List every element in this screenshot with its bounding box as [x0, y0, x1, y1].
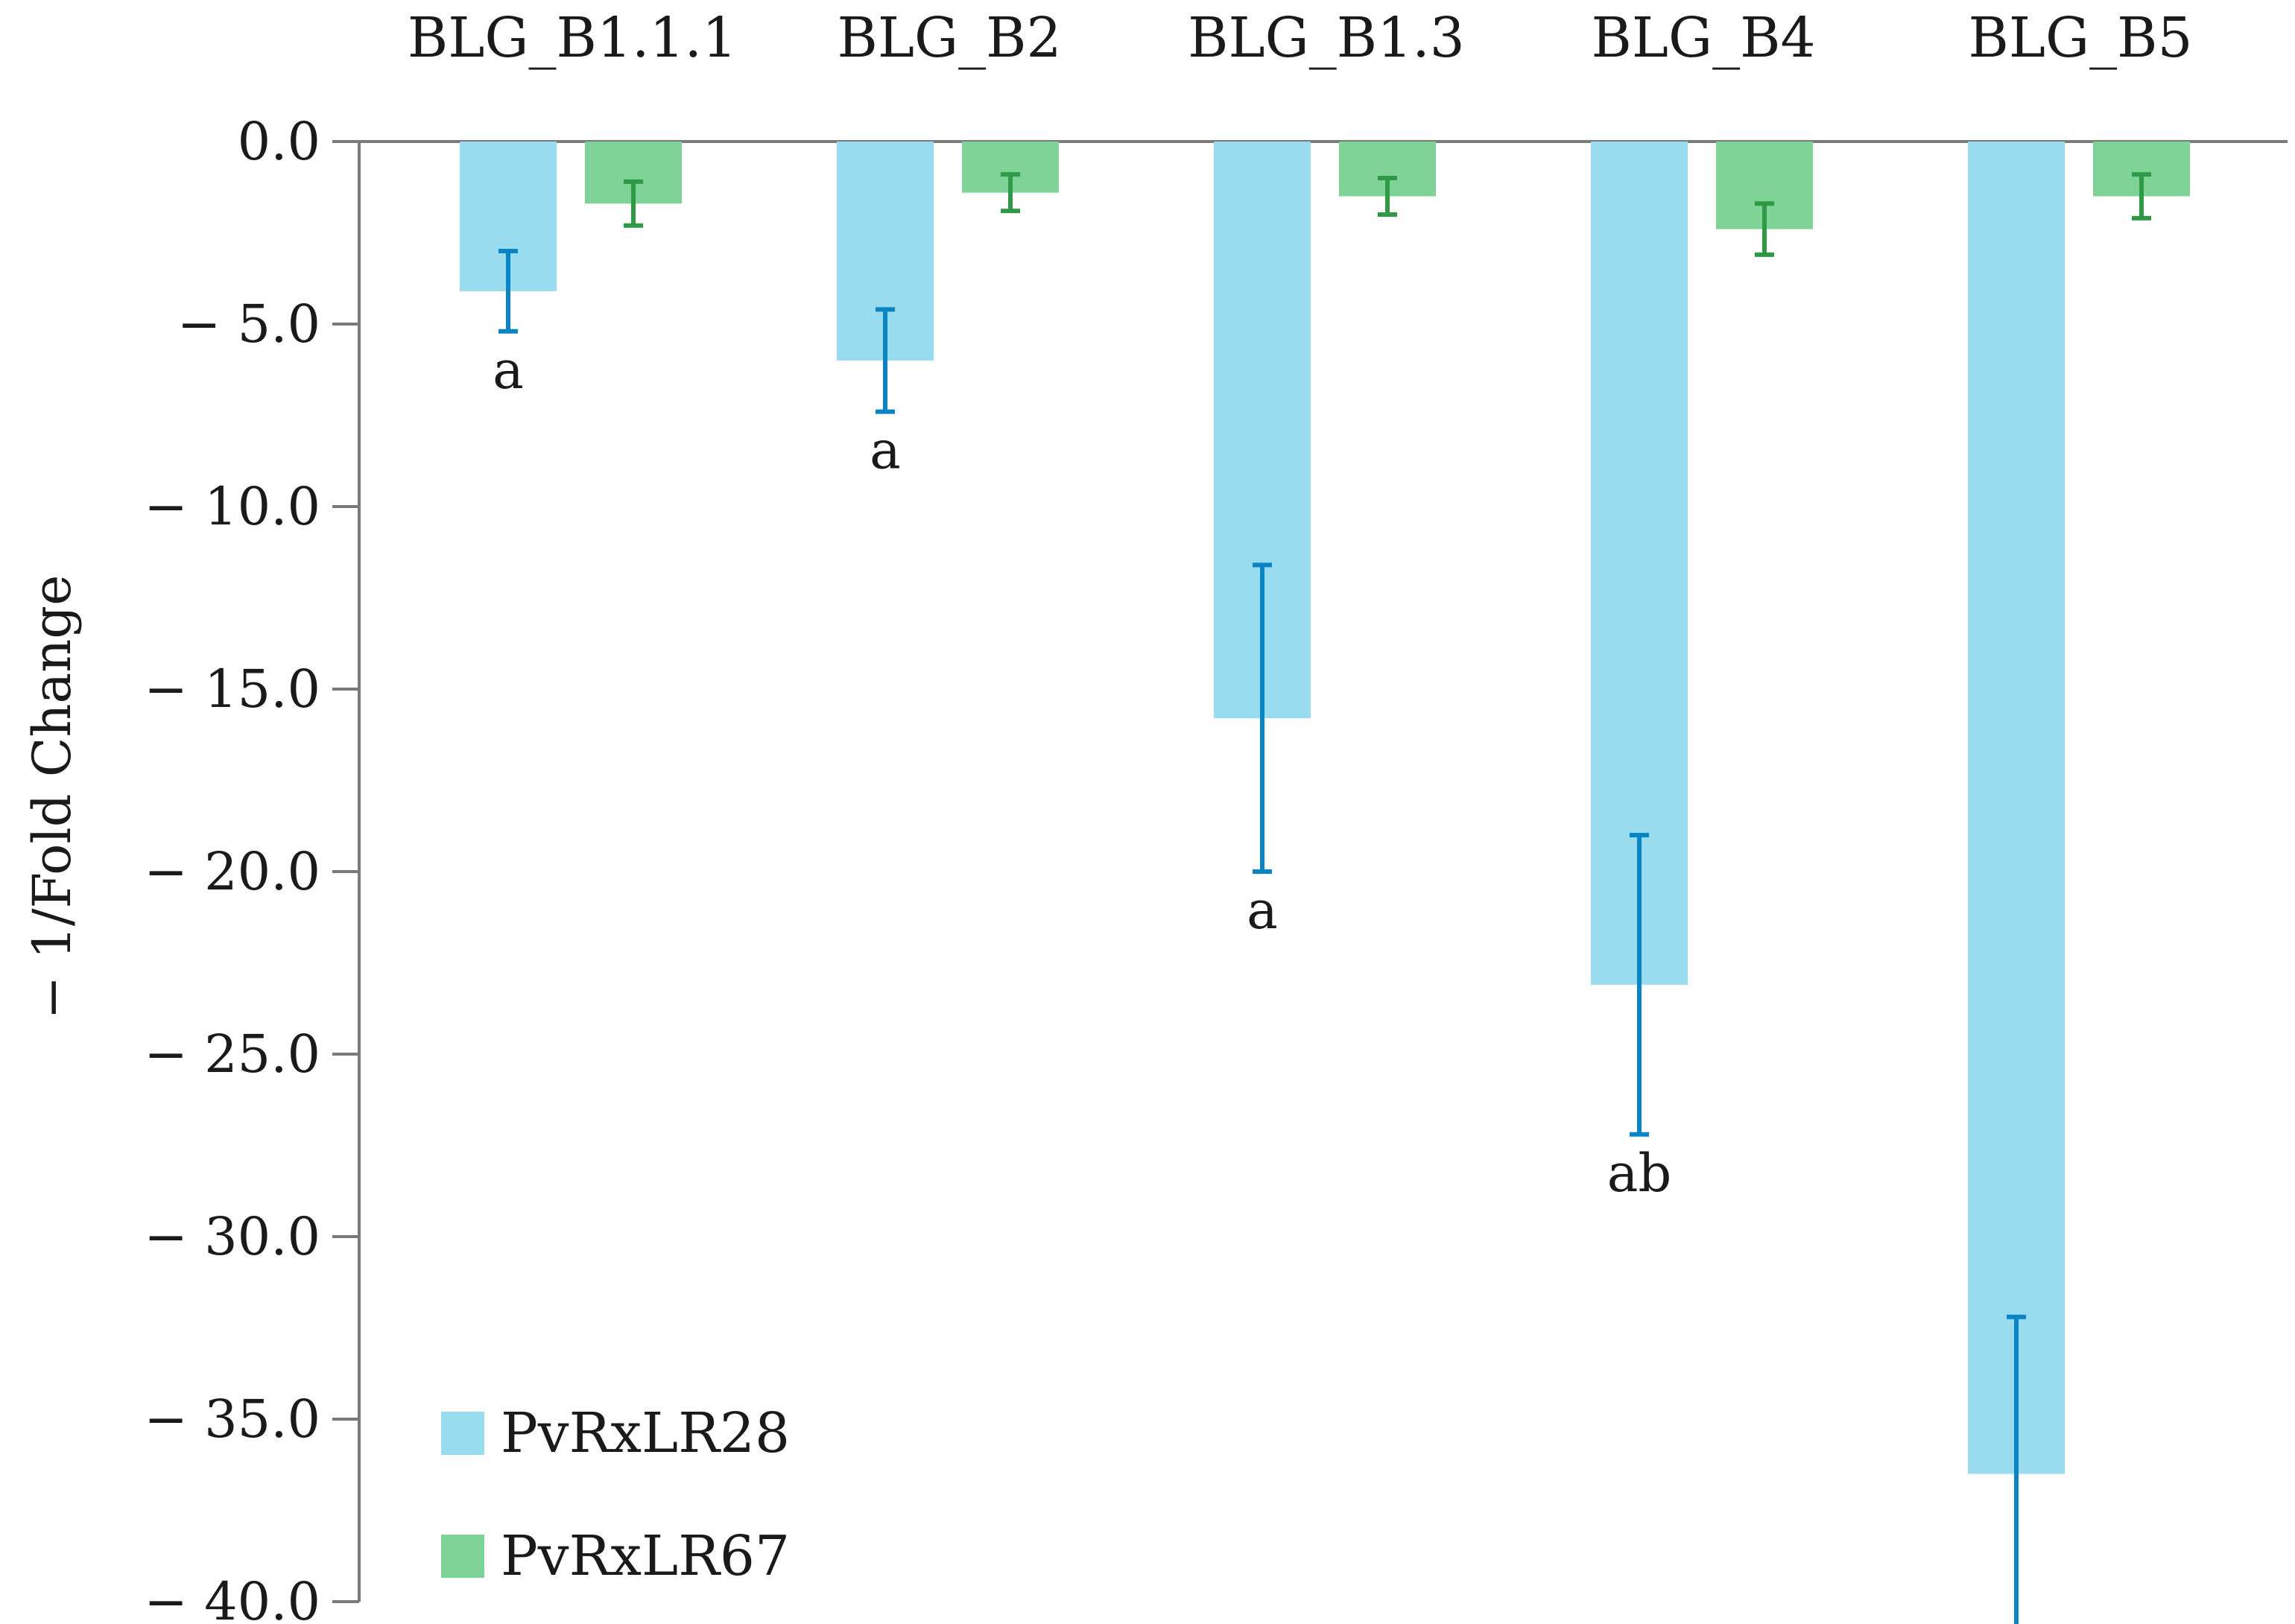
y-axis-title: − 1/Fold Change — [22, 574, 83, 1019]
y-tick-label: − 40.0 — [144, 1571, 320, 1624]
legend-label: PvRxLR67 — [501, 1524, 790, 1588]
y-tick-label: − 35.0 — [144, 1389, 320, 1450]
y-tick-label: − 5.0 — [177, 294, 320, 355]
legend-label: PvRxLR28 — [501, 1401, 790, 1465]
significance-letter: a — [1247, 880, 1278, 941]
category-label: BLG_B5 — [1968, 6, 2192, 70]
category-label: BLG_B4 — [1591, 6, 1815, 70]
bars — [460, 142, 2190, 1474]
significance-letter: a — [493, 340, 524, 401]
y-tick-label: − 30.0 — [144, 1206, 320, 1267]
legend-swatch — [441, 1412, 484, 1455]
y-tick-label: − 20.0 — [144, 841, 320, 902]
category-label: BLG_B1.1.1 — [408, 6, 737, 70]
significance-letter: ab — [1607, 1143, 1672, 1204]
axes: 0.0 − 5.0 − 10.0 − 15.0 − 20.0 − 25.0 − 30.0 − … — [22, 111, 2288, 1624]
y-tick-label: − 15.0 — [144, 659, 320, 720]
y-tick-label: − 25.0 — [144, 1024, 320, 1085]
y-tick-label: 0.0 — [238, 111, 320, 172]
legend-swatch — [441, 1535, 484, 1578]
bar-pvrxlr28 — [1968, 142, 2065, 1474]
y-tick-label: − 10.0 — [144, 476, 320, 537]
significance-letter: a — [870, 420, 901, 481]
category-label: BLG_B1.3 — [1188, 6, 1465, 70]
error-bars — [498, 172, 2151, 1624]
legend: PvRxLR28 PvRxLR67 — [441, 1401, 790, 1588]
category-label: BLG_B2 — [837, 6, 1061, 70]
